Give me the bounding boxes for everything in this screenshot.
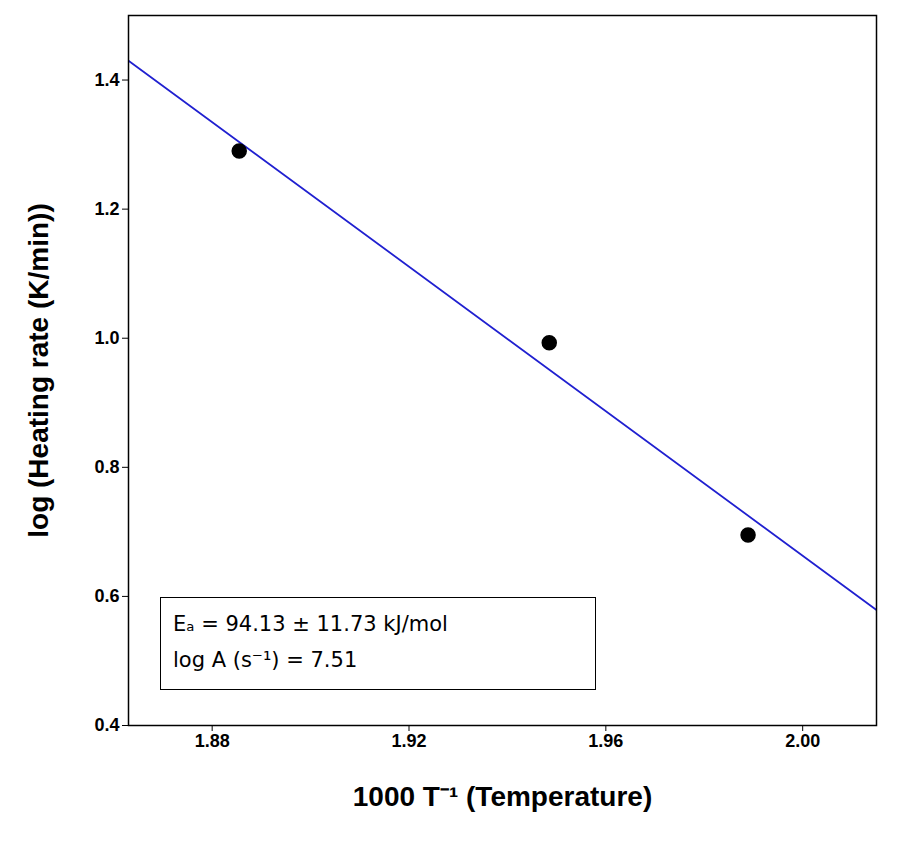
svg-text:1.88: 1.88 bbox=[195, 731, 230, 751]
svg-text:0.6: 0.6 bbox=[94, 586, 119, 606]
svg-text:1.0: 1.0 bbox=[94, 328, 119, 348]
svg-text:1.2: 1.2 bbox=[94, 199, 119, 219]
svg-text:0.4: 0.4 bbox=[94, 715, 119, 735]
svg-text:log (Heating rate (K/min)): log (Heating rate (K/min)) bbox=[23, 203, 54, 537]
svg-text:0.8: 0.8 bbox=[94, 457, 119, 477]
html-text:log A (s⁻¹) = 7.51: log A (s⁻¹) = 7.51 bbox=[173, 648, 358, 672]
svg-text:1.92: 1.92 bbox=[391, 731, 426, 751]
html-text:Eₐ = 94.13 ± 11.73 kJ/mol: Eₐ = 94.13 ± 11.73 kJ/mol bbox=[173, 612, 448, 636]
svg-text:2.00: 2.00 bbox=[785, 731, 820, 751]
svg-text:1000 T⁻¹ (Temperature): 1000 T⁻¹ (Temperature) bbox=[353, 781, 652, 812]
svg-text:1.96: 1.96 bbox=[588, 731, 623, 751]
svg-text:1.4: 1.4 bbox=[94, 70, 119, 90]
